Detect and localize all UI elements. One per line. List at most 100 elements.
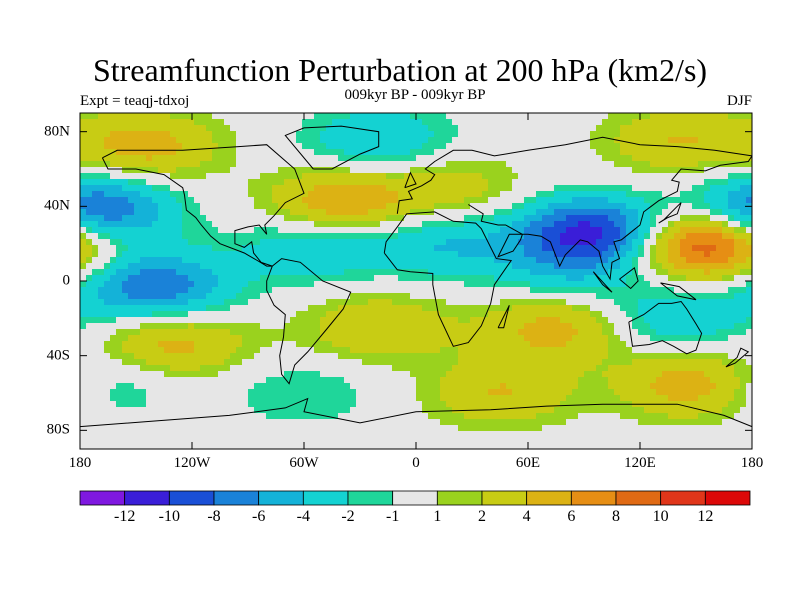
field-cell <box>428 389 435 396</box>
field-cell <box>182 119 189 126</box>
field-cell <box>530 311 537 318</box>
field-cell <box>590 161 597 168</box>
field-cell <box>164 311 171 318</box>
field-cell <box>314 419 321 426</box>
field-cell <box>104 305 111 312</box>
field-cell <box>116 425 123 432</box>
field-cell <box>170 395 177 402</box>
field-cell <box>218 425 225 432</box>
field-cell <box>536 173 543 180</box>
field-cell <box>194 125 201 132</box>
field-cell <box>128 257 135 264</box>
field-cell <box>530 353 537 360</box>
field-cell <box>554 209 561 216</box>
field-cell <box>98 365 105 372</box>
field-cell <box>284 281 291 288</box>
field-cell <box>602 407 609 414</box>
field-cell <box>80 113 87 120</box>
field-cell <box>110 347 117 354</box>
field-cell <box>536 227 543 234</box>
field-cell <box>170 179 177 186</box>
field-cell <box>152 185 159 192</box>
field-cell <box>314 125 321 132</box>
field-cell <box>170 359 177 366</box>
field-cell <box>452 353 459 360</box>
field-cell <box>476 197 483 204</box>
field-cell <box>488 401 495 408</box>
field-cell <box>410 341 417 348</box>
field-cell <box>464 251 471 258</box>
field-cell <box>314 371 321 378</box>
field-cell <box>470 437 477 444</box>
field-cell <box>422 317 429 324</box>
field-cell <box>458 179 465 186</box>
field-cell <box>92 443 99 450</box>
field-cell <box>368 173 375 180</box>
field-cell <box>368 149 375 156</box>
field-cell <box>422 293 429 300</box>
field-cell <box>368 413 375 420</box>
field-cell <box>116 173 123 180</box>
field-cell <box>542 185 549 192</box>
field-cell <box>488 275 495 282</box>
field-cell <box>500 221 507 228</box>
field-cell <box>416 155 423 162</box>
field-cell <box>524 191 531 198</box>
field-cell <box>116 377 123 384</box>
field-cell <box>554 281 561 288</box>
field-cell <box>116 269 123 276</box>
field-cell <box>122 305 129 312</box>
field-cell <box>512 413 519 420</box>
field-cell <box>284 251 291 258</box>
field-cell <box>188 353 195 360</box>
field-cell <box>254 353 261 360</box>
field-cell <box>542 311 549 318</box>
field-cell <box>320 293 327 300</box>
field-cell <box>122 329 129 336</box>
field-cell <box>266 281 273 288</box>
field-cell <box>536 389 543 396</box>
field-cell <box>164 281 171 288</box>
field-cell <box>248 377 255 384</box>
field-cell <box>302 173 309 180</box>
field-cell <box>266 413 273 420</box>
field-cell <box>398 161 405 168</box>
field-cell <box>332 371 339 378</box>
field-cell <box>182 155 189 162</box>
field-cell <box>158 149 165 156</box>
field-cell <box>122 239 129 246</box>
field-cell <box>458 305 465 312</box>
field-cell <box>194 419 201 426</box>
field-cell <box>482 431 489 438</box>
field-cell <box>362 437 369 444</box>
field-cell <box>530 203 537 210</box>
field-cell <box>494 251 501 258</box>
field-cell <box>194 353 201 360</box>
field-cell <box>326 293 333 300</box>
field-cell <box>116 419 123 426</box>
field-cell <box>218 281 225 288</box>
field-cell <box>266 329 273 336</box>
field-cell <box>458 251 465 258</box>
field-cell <box>434 245 441 252</box>
field-cell <box>152 443 159 450</box>
field-cell <box>494 119 501 126</box>
field-cell <box>392 425 399 432</box>
field-cell <box>212 251 219 258</box>
field-cell <box>338 209 345 216</box>
field-cell <box>296 431 303 438</box>
field-cell <box>536 269 543 276</box>
field-cell <box>404 131 411 138</box>
field-cell <box>590 179 597 186</box>
field-cell <box>182 401 189 408</box>
field-cell <box>422 221 429 228</box>
field-cell <box>200 227 207 234</box>
field-cell <box>470 293 477 300</box>
field-cell <box>344 317 351 324</box>
field-cell <box>602 353 609 360</box>
field-cell <box>386 311 393 318</box>
field-cell <box>296 281 303 288</box>
field-cell <box>116 239 123 246</box>
field-cell <box>530 275 537 282</box>
field-cell <box>332 143 339 150</box>
